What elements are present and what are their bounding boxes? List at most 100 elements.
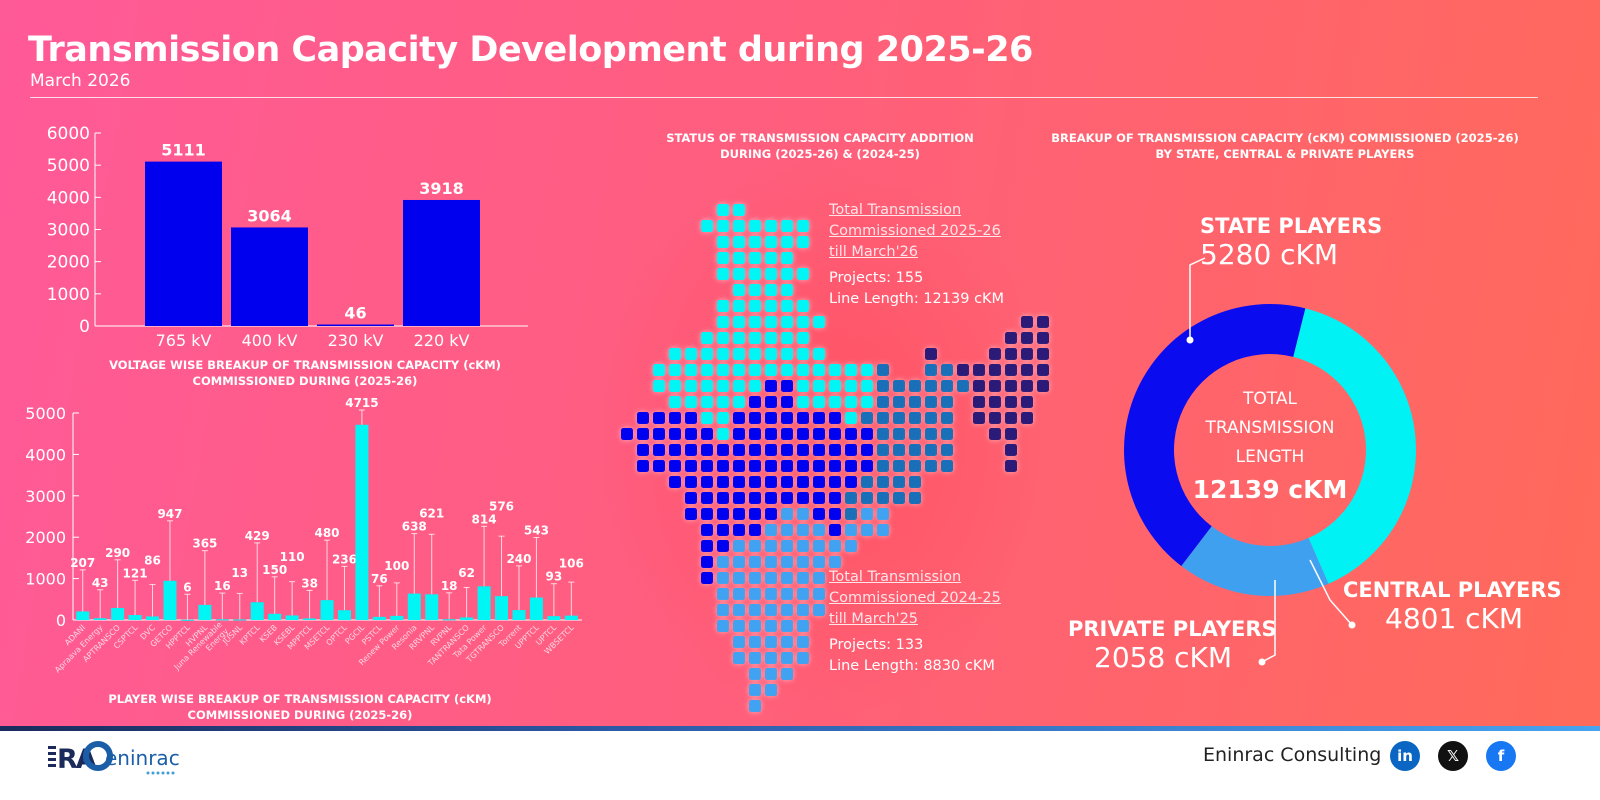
map-cell [765,364,777,376]
x-icon[interactable]: 𝕏 [1438,741,1468,771]
map-cell [797,396,809,408]
data-label: 16 [214,579,231,593]
y-tick-label: 3000 [47,221,90,241]
map-cell [909,412,921,424]
map-cell [1021,380,1033,392]
map-cell [925,428,937,440]
y-tick-label: 5000 [25,404,66,423]
map-cell [925,396,937,408]
map-cell [829,460,841,472]
data-label: 429 [245,529,270,543]
map-cell [893,460,905,472]
status-caption: STATUS OF TRANSMISSION CAPACITY ADDITION… [620,130,1020,162]
bar-torrent [512,610,526,620]
map-cell [877,476,889,488]
map-cell [877,492,889,504]
map-cell [669,396,681,408]
map-cell [877,428,889,440]
data-label: 576 [489,499,514,513]
data-label: 62 [458,566,475,580]
map-cell [765,524,777,536]
map-cell [749,236,761,248]
map-cell [653,460,665,472]
map-cell [717,492,729,504]
map-cell [1005,380,1017,392]
status-previous: Total Transmission Commissioned 2024-25 … [829,567,1001,677]
map-cell [973,380,985,392]
map-cell [813,572,825,584]
map-cell [845,460,857,472]
map-cell [669,364,681,376]
linkedin-icon[interactable]: in [1390,741,1420,771]
data-label: 240 [506,552,531,566]
map-cell [717,220,729,232]
map-cell [765,492,777,504]
map-cell [813,460,825,472]
map-cell [877,364,889,376]
map-cell [941,396,953,408]
map-cell [797,460,809,472]
map-cell [701,556,713,568]
map-cell [733,204,745,216]
map-cell [781,588,793,600]
caption-line: COMMISSIONED DURING (2025-26) [192,374,418,388]
map-cell [717,524,729,536]
map-cell [973,364,985,376]
leader-dot [1186,336,1194,344]
map-cell [653,444,665,456]
donut-slice-private [1181,526,1329,597]
facebook-icon[interactable]: f [1486,741,1516,771]
x-tick-label: 230 kV [328,331,384,350]
status-length: Line Length: 8830 cKM [829,658,995,674]
data-label: 543 [524,524,549,538]
map-cell [749,380,761,392]
map-cell [797,380,809,392]
eninrac-logo: RA eninrac [48,741,180,775]
bar-220kv [403,199,480,326]
center-text: TOTAL [1243,389,1297,409]
data-label: 121 [123,566,148,580]
map-cell [845,492,857,504]
map-cell [1037,364,1049,376]
data-label: 110 [280,550,305,564]
data-label: 621 [419,507,444,521]
player-chart-caption: PLAYER WISE BREAKUP OF TRANSMISSION CAPA… [60,691,540,723]
map-cell [1005,460,1017,472]
bar-adani [76,611,90,620]
data-label: 13 [231,566,248,580]
map-cell [941,380,953,392]
map-cell [781,540,793,552]
map-cell [701,492,713,504]
x-tick-label: KPTCL [238,623,262,647]
slice-value: 4801 cKM [1385,602,1524,635]
bar-resonia [407,593,421,620]
x-tick-label: 220 kV [414,331,470,350]
map-cell [765,540,777,552]
map-cell [941,364,953,376]
map-cell [781,236,793,248]
map-cell [813,508,825,520]
page-subtitle: March 2026 [30,71,131,91]
map-cell [749,588,761,600]
map-cell [861,508,873,520]
map-cell [877,380,889,392]
map-cell [781,556,793,568]
status-heading: Total Transmission [829,569,962,585]
bar-optcl [337,610,351,620]
map-cell [989,428,1001,440]
data-label: 43 [92,576,109,590]
slice-name: PRIVATE PLAYERS [1068,617,1277,641]
map-cell [733,220,745,232]
map-cell [989,396,1001,408]
caption-line: DURING (2025-26) & (2024-25) [720,147,920,161]
map-cell [781,572,793,584]
divider [30,97,1538,98]
map-cell [941,444,953,456]
map-cell [701,396,713,408]
map-cell [717,620,729,632]
data-label: 6 [183,580,191,594]
map-cell [813,556,825,568]
bar-rvpnl [442,619,456,621]
map-cell [669,428,681,440]
